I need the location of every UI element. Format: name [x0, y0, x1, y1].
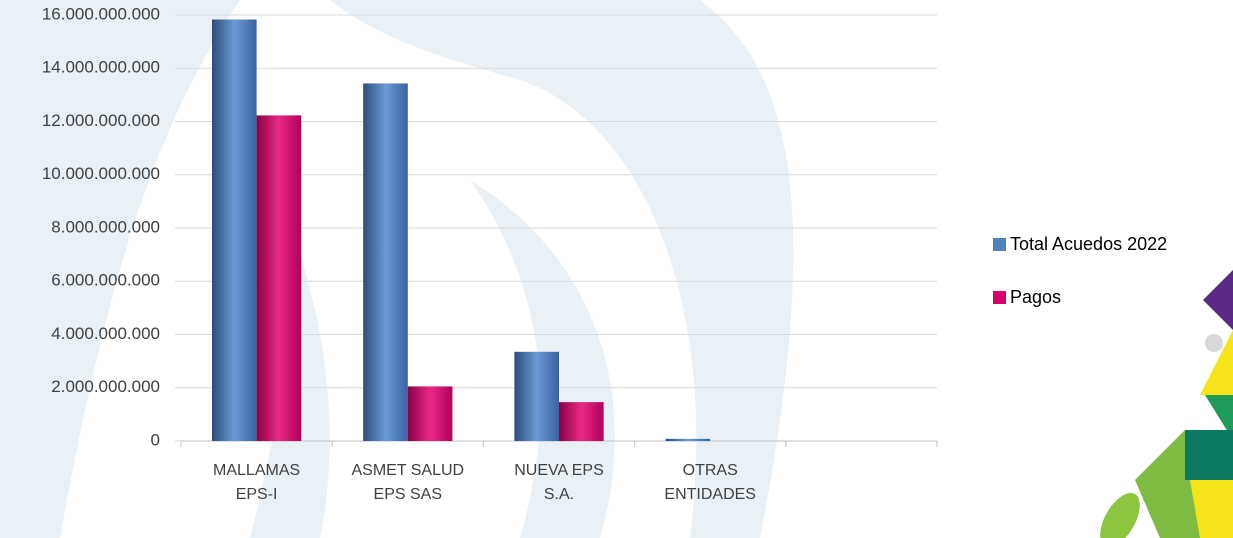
bar — [559, 402, 604, 441]
bar — [407, 386, 453, 441]
bar — [256, 115, 302, 441]
y-tick-label: 2.000.000.000 — [51, 377, 160, 396]
y-tick-label: 14.000.000.000 — [42, 58, 160, 77]
bar — [514, 351, 559, 441]
legend-label: Total Acuedos 2022 — [1010, 234, 1167, 254]
y-tick-label: 10.000.000.000 — [42, 164, 160, 183]
x-tick-label: OTRAS ENTIDADES — [664, 462, 756, 503]
bar — [211, 19, 257, 442]
y-tick-label: 0 — [151, 430, 160, 449]
x-tick-label: MALLAMAS EPS-I — [213, 462, 301, 503]
y-tick-label: 12.000.000.000 — [42, 111, 160, 130]
bar — [665, 438, 711, 441]
x-tick-label: ASMET SALUD EPS SAS — [351, 462, 465, 503]
bar — [363, 83, 408, 442]
legend-label: Pagos — [1010, 287, 1061, 307]
y-tick-label: 4.000.000.000 — [51, 324, 160, 343]
legend-swatch — [993, 238, 1006, 251]
y-tick-label: 16.000.000.000 — [42, 4, 160, 23]
y-tick-label: 8.000.000.000 — [51, 217, 160, 236]
corner-decoration — [1100, 270, 1233, 538]
legend-swatch — [993, 291, 1006, 304]
x-tick-label: NUEVA EPS S.A. — [514, 462, 604, 503]
y-tick-label: 6.000.000.000 — [51, 271, 160, 290]
